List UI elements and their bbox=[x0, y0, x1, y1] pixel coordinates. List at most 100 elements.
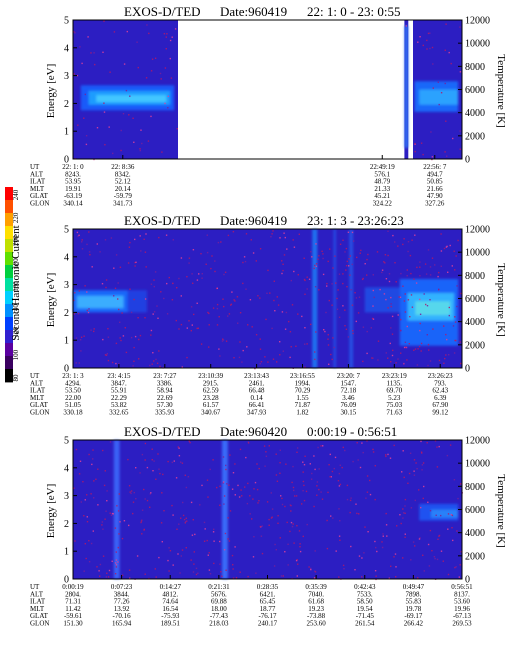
noise-point bbox=[137, 66, 139, 69]
noise-point bbox=[191, 324, 193, 326]
noise-point bbox=[219, 504, 221, 506]
noise-point bbox=[185, 486, 188, 489]
noise-point bbox=[176, 528, 178, 530]
noise-point bbox=[130, 311, 133, 314]
noise-point bbox=[104, 518, 106, 520]
noise-point bbox=[217, 241, 220, 244]
noise-point bbox=[344, 309, 346, 311]
y2-tick-label: 8000 bbox=[465, 62, 485, 73]
noise-point bbox=[81, 248, 84, 250]
noise-point bbox=[222, 482, 224, 484]
y-tick-label: 3 bbox=[64, 71, 69, 82]
noise-point bbox=[315, 331, 317, 333]
noise-point bbox=[385, 352, 387, 354]
noise-point bbox=[76, 231, 79, 234]
noise-point bbox=[247, 324, 249, 326]
noise-point bbox=[195, 567, 198, 570]
noise-point bbox=[155, 576, 157, 578]
colorbar-tick-label: 160 bbox=[12, 281, 20, 292]
noise-point bbox=[129, 491, 131, 493]
noise-point bbox=[308, 278, 311, 280]
ephemeris-value: 71.87 bbox=[295, 401, 311, 409]
noise-point bbox=[233, 357, 235, 359]
noise-point bbox=[393, 556, 395, 558]
noise-point bbox=[314, 351, 316, 353]
ephemeris-value: 23: 7:27 bbox=[153, 372, 177, 380]
noise-point bbox=[236, 296, 239, 298]
intensity-feature bbox=[404, 25, 409, 148]
noise-point bbox=[284, 505, 286, 508]
ephemeris-value: 0:00:19 bbox=[62, 583, 84, 591]
panel-title: EXOS-D/TED bbox=[124, 424, 201, 439]
noise-point bbox=[222, 338, 224, 340]
noise-point bbox=[372, 274, 374, 276]
colorbar-segment bbox=[5, 239, 13, 253]
noise-point bbox=[445, 333, 447, 336]
noise-point bbox=[320, 445, 322, 447]
noise-point bbox=[460, 551, 462, 553]
noise-point bbox=[134, 335, 137, 338]
ephemeris-value: 576.1 bbox=[374, 170, 390, 178]
noise-point bbox=[172, 514, 174, 516]
noise-point bbox=[168, 276, 170, 279]
noise-point bbox=[281, 503, 284, 506]
noise-point bbox=[216, 287, 218, 289]
noise-point bbox=[366, 330, 368, 333]
noise-point bbox=[252, 498, 254, 500]
noise-point bbox=[292, 239, 294, 241]
noise-point bbox=[158, 350, 160, 352]
noise-point bbox=[295, 345, 297, 347]
noise-point bbox=[388, 280, 391, 283]
noise-point bbox=[296, 451, 298, 453]
noise-point bbox=[144, 498, 146, 500]
noise-point bbox=[428, 349, 430, 351]
noise-point bbox=[390, 305, 392, 308]
noise-point bbox=[431, 46, 434, 49]
noise-point bbox=[83, 335, 85, 337]
noise-point bbox=[421, 452, 423, 454]
noise-point bbox=[239, 448, 242, 451]
colorbar-label: Second Harmonic Current bbox=[10, 225, 22, 340]
noise-point bbox=[345, 269, 347, 271]
noise-point bbox=[149, 364, 151, 367]
ephemeris-value: 22.00 bbox=[65, 394, 81, 402]
noise-point bbox=[192, 282, 194, 284]
ephemeris-value: 18.00 bbox=[211, 605, 227, 613]
noise-point bbox=[434, 264, 436, 266]
noise-point bbox=[153, 279, 155, 281]
noise-point bbox=[406, 275, 408, 277]
noise-point bbox=[264, 465, 266, 467]
y2-tick-label: 0 bbox=[465, 155, 470, 166]
noise-point bbox=[428, 565, 431, 567]
noise-point bbox=[451, 527, 453, 529]
noise-point bbox=[316, 494, 318, 496]
noise-point bbox=[290, 510, 292, 512]
noise-point bbox=[301, 315, 303, 318]
noise-point bbox=[379, 288, 381, 291]
noise-point bbox=[251, 518, 253, 520]
noise-point bbox=[440, 233, 442, 235]
spectrogram-plot: 0 1 2 3 4 5 0 2000 4000 6000 8000 10000 12000 UTALTIL… bbox=[30, 16, 490, 208]
noise-point bbox=[255, 260, 257, 262]
noise-point bbox=[301, 503, 303, 505]
noise-point bbox=[267, 361, 269, 363]
noise-point bbox=[434, 440, 437, 442]
noise-point bbox=[423, 293, 425, 295]
noise-point bbox=[437, 275, 439, 278]
noise-point bbox=[427, 32, 430, 35]
noise-point bbox=[110, 514, 113, 516]
noise-point bbox=[438, 534, 441, 537]
ephemeris-value: 99.12 bbox=[432, 409, 448, 417]
noise-point bbox=[288, 320, 290, 323]
ephemeris-row-label: GLAT bbox=[30, 401, 49, 409]
noise-point bbox=[178, 277, 180, 280]
noise-point bbox=[394, 241, 396, 243]
spectrogram-image bbox=[73, 440, 462, 579]
noise-point bbox=[375, 575, 377, 577]
noise-point bbox=[163, 33, 166, 35]
noise-point bbox=[136, 555, 139, 557]
noise-point bbox=[113, 31, 116, 33]
noise-point bbox=[381, 546, 384, 549]
noise-point bbox=[102, 555, 105, 557]
